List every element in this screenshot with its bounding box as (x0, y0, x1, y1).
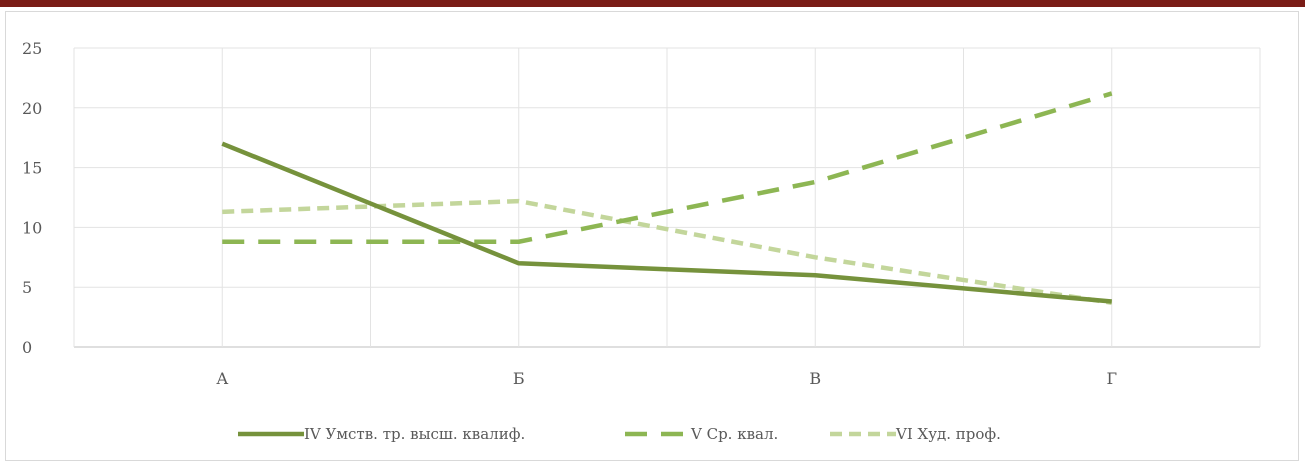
x-tick-label: В (809, 369, 821, 388)
series-line (222, 91, 1113, 245)
y-tick-label: 15 (22, 159, 42, 178)
y-tick-label: 5 (22, 278, 32, 297)
y-tick-label: 20 (22, 99, 42, 118)
series-line (222, 198, 1113, 305)
title-strip (0, 7, 1305, 11)
legend-label: VI Худ. проф. (895, 425, 1001, 443)
x-tick-label: Б (513, 369, 525, 388)
y-tick-label: 25 (22, 39, 42, 58)
chart-area (5, 11, 1299, 461)
series-line (221, 141, 1112, 304)
y-tick-label: 0 (22, 338, 32, 357)
legend-label: IV Умств. тр. высш. квалиф. (304, 425, 525, 443)
legend-label: V Ср. квал. (690, 425, 778, 443)
header-bar (0, 0, 1305, 7)
x-tick-label: Г (1106, 369, 1117, 388)
y-tick-label: 10 (22, 218, 42, 237)
x-tick-label: А (216, 369, 228, 388)
